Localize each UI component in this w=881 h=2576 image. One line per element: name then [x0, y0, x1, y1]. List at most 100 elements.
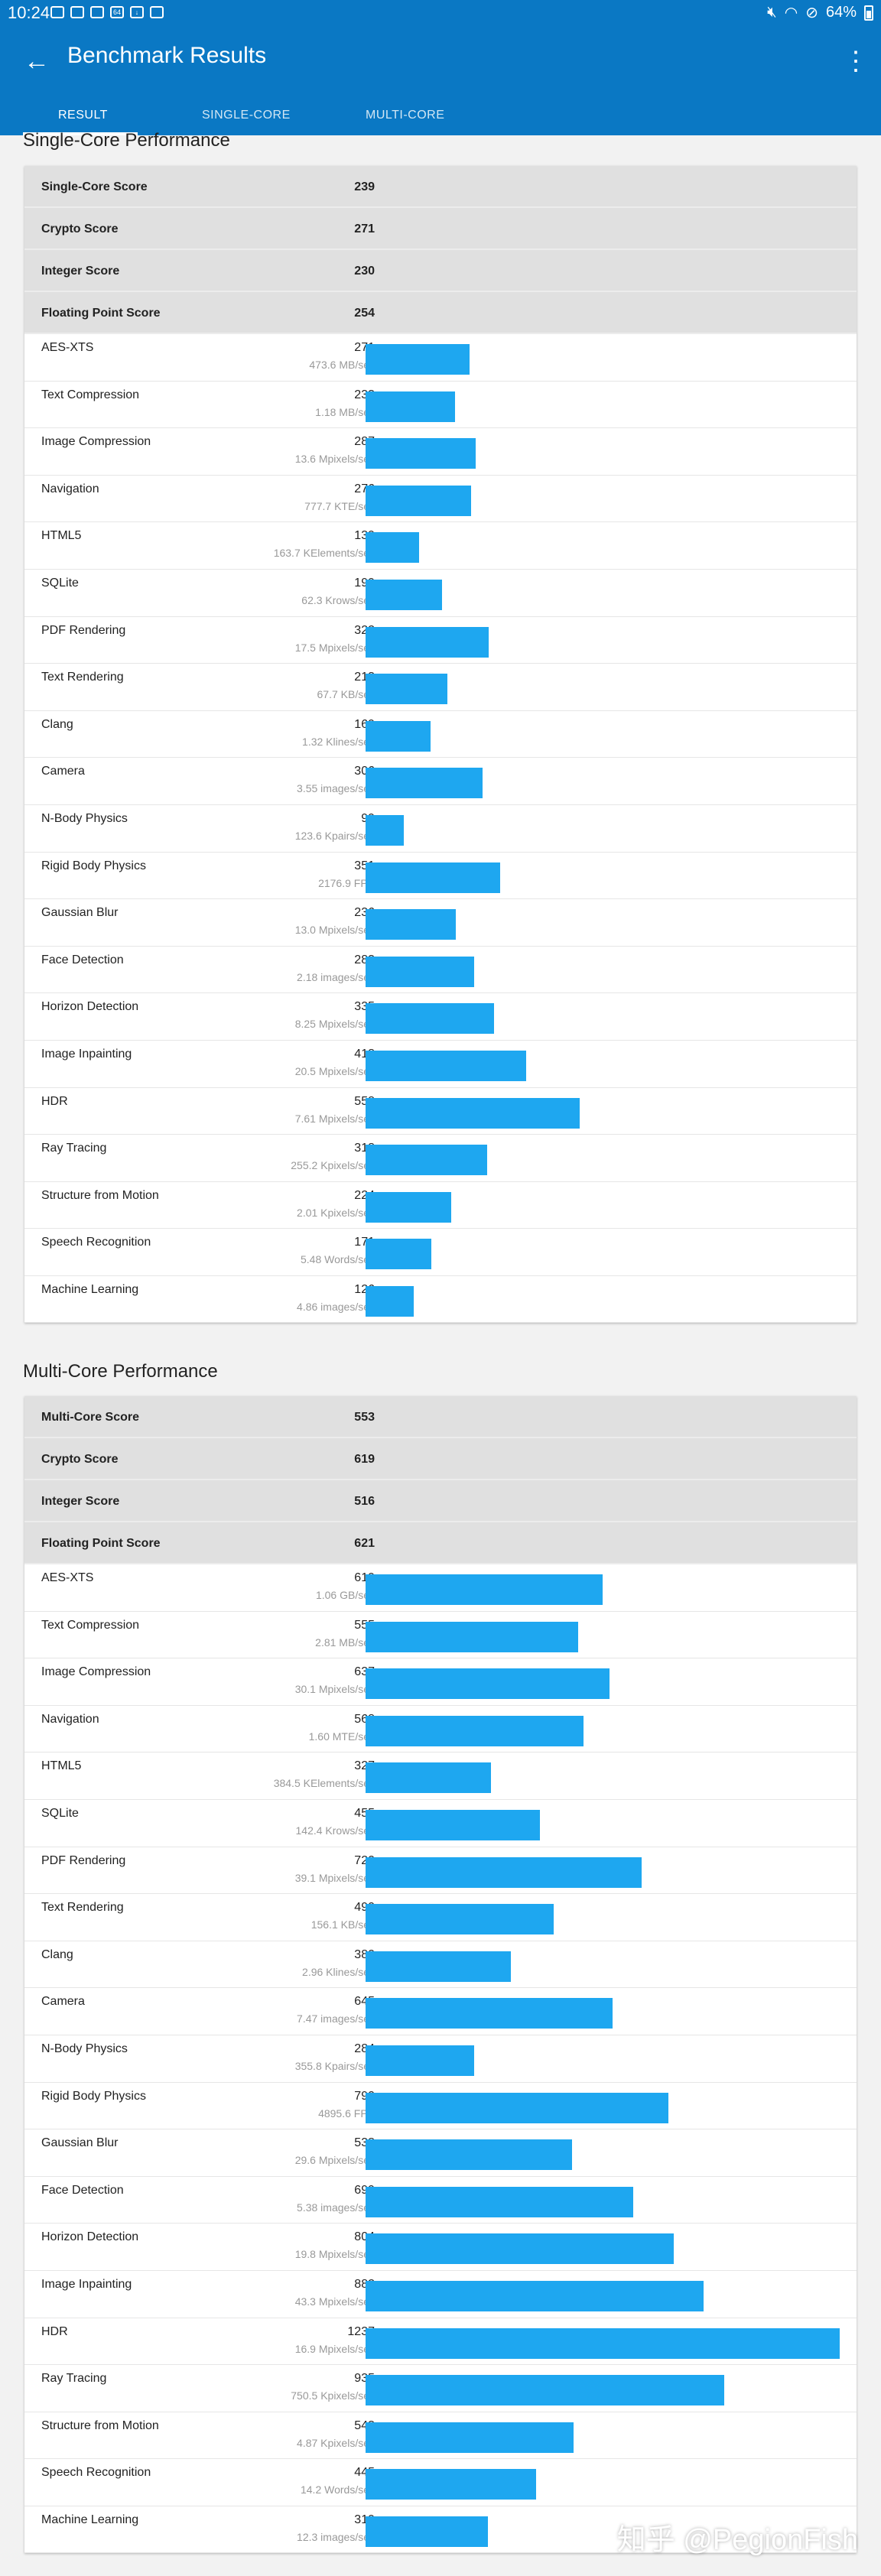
workload-row[interactable]: Machine Learning 319 12.3 images/sec	[24, 2506, 857, 2554]
workload-row[interactable]: Text Rendering 213 67.7 KB/sec	[24, 664, 857, 711]
workload-row[interactable]: Structure from Motion 543 4.87 Kpixels/sec	[24, 2412, 857, 2460]
workload-rate: 62.3 Krows/sec	[301, 593, 375, 606]
workload-row[interactable]: N-Body Physics99123.6 Kpairs/sec	[24, 805, 857, 853]
workload-row[interactable]: HTML5 327 384.5 KElements/sec	[24, 1753, 857, 1800]
workload-rate: 30.1 Mpixels/sec	[294, 1683, 375, 1696]
workload-row[interactable]: Gaussian Blur 538 29.6 Mpixels/sec	[24, 2129, 857, 2177]
workload-row[interactable]: Image Inpainting 882 43.3 Mpixels/sec	[24, 2271, 857, 2318]
workload-rate: 14.2 Words/sec	[300, 2483, 375, 2496]
back-arrow-icon[interactable]: ←	[24, 47, 50, 76]
workload-row[interactable]: Image Compression 287 13.6 Mpixels/sec	[24, 428, 857, 476]
workload-name: PDF Rendering	[41, 1853, 126, 1867]
workload-row[interactable]: Text Rendering 490 156.1 KB/sec	[24, 1894, 857, 1941]
workload-rate: 19.8 Mpixels/sec	[294, 2248, 375, 2261]
tab-multi-core[interactable]: MULTI-CORE	[366, 109, 445, 122]
multi-core-title: Multi-Core Performance	[23, 1361, 218, 1382]
workload-rate: 4895.6 FPS	[318, 2107, 375, 2120]
workload-row[interactable]: HTML5 139 163.7 KElements/sec	[24, 522, 857, 570]
workload-row[interactable]: Ray Tracing 318 255.2 Kpixels/sec	[24, 1135, 857, 1182]
workload-row[interactable]: Navigation 568 1.60 MTE/sec	[24, 1706, 857, 1753]
workload-rate: 20.5 Mpixels/sec	[294, 1064, 375, 1077]
more-vert-icon[interactable]: ⋮	[843, 47, 869, 76]
workload-row[interactable]: Ray Tracing 935 750.5 Kpixels/sec	[24, 2365, 857, 2412]
workload-row[interactable]: Navigation 276 777.7 KTE/sec	[24, 476, 857, 523]
workload-rate: 7.61 Mpixels/sec	[294, 1112, 375, 1125]
workload-row[interactable]: SQLite 199 62.3 Krows/sec	[24, 570, 857, 617]
score-value: 254	[354, 307, 375, 320]
workload-name: Face Detection	[41, 2183, 124, 2197]
workload-rate: 67.7 KB/sec	[317, 688, 375, 701]
score-bar	[366, 1809, 540, 1840]
workload-row[interactable]: Image Compression 637 30.1 Mpixels/sec	[24, 1658, 857, 1706]
score-label: Crypto Score	[41, 223, 119, 236]
score-bar	[366, 909, 456, 940]
workload-rate: 2.18 images/sec	[297, 970, 375, 983]
workload-row[interactable]: Horizon Detection 804 19.8 Mpixels/sec	[24, 2224, 857, 2271]
workload-row[interactable]: Text Compression 233 1.18 MB/sec	[24, 382, 857, 429]
workload-row[interactable]: Gaussian Blur 236 13.0 Mpixels/sec	[24, 899, 857, 947]
workload-row[interactable]: Horizon Detection 335 8.25 Mpixels/sec	[24, 993, 857, 1041]
workload-row[interactable]: SQLite 455 142.4 Krows/sec	[24, 1800, 857, 1847]
score-value: 230	[354, 265, 375, 278]
workload-row[interactable]: PDF Rendering 720 39.1 Mpixels/sec	[24, 1847, 857, 1895]
workload-name: Gaussian Blur	[41, 906, 119, 920]
workload-row[interactable]: AES-XTS 619 1.06 GB/sec	[24, 1564, 857, 1612]
sim-icon	[50, 6, 64, 18]
workload-rate: 4.87 Kpixels/sec	[297, 2436, 375, 2449]
workload-row[interactable]: Speech Recognition 171 5.48 Words/sec	[24, 1229, 857, 1276]
hd-icon	[150, 6, 164, 18]
workload-row[interactable]: Machine Learning 126 4.86 images/sec	[24, 1276, 857, 1324]
score-bar	[366, 1145, 487, 1176]
tab-single-core[interactable]: SINGLE-CORE	[202, 109, 291, 122]
workload-row[interactable]: Text Compression 555 2.81 MB/sec	[24, 1612, 857, 1659]
battery-percent: 64%	[825, 4, 857, 21]
workload-name: SQLite	[41, 1806, 79, 1820]
score-value: 271	[354, 223, 375, 236]
score-bar	[366, 2280, 704, 2311]
score-row: Crypto Score 619	[24, 1438, 857, 1480]
workload-row[interactable]: AES-XTS 271 473.6 MB/sec	[24, 334, 857, 382]
workload-row[interactable]: N-Body Physics 284 355.8 Kpairs/sec	[24, 2035, 857, 2083]
workload-row[interactable]: Clang 169 1.32 Klines/sec	[24, 711, 857, 759]
score-bar	[366, 1574, 603, 1605]
workload-name: Ray Tracing	[41, 2372, 107, 2386]
workload-row[interactable]: Camera 645 7.47 images/sec	[24, 1988, 857, 2035]
workload-name: Machine Learning	[41, 2513, 139, 2526]
workload-rate: 29.6 Mpixels/sec	[294, 2154, 375, 2167]
workload-row[interactable]: Face Detection 699 5.38 images/sec	[24, 2177, 857, 2224]
workload-rate: 156.1 KB/sec	[310, 1918, 375, 1931]
download-icon: ↓	[130, 6, 144, 18]
wifi-icon: ◠	[784, 5, 798, 21]
status-right: 🔇︎ ◠ ⊘ 64%	[767, 3, 873, 22]
workload-row[interactable]: HDR 558 7.61 Mpixels/sec	[24, 1088, 857, 1135]
score-label: Multi-Core Score	[41, 1411, 140, 1424]
workload-row[interactable]: Face Detection 283 2.18 images/sec	[24, 947, 857, 994]
workload-rate: 7.47 images/sec	[297, 2012, 375, 2025]
workload-row[interactable]: PDF Rendering 322 17.5 Mpixels/sec	[24, 617, 857, 664]
score-bar	[366, 2375, 724, 2406]
workload-row[interactable]: Rigid Body Physics 790 4895.6 FPS	[24, 2083, 857, 2130]
workload-name: Text Compression	[41, 1618, 140, 1632]
workload-row[interactable]: HDR 1237 16.9 Mpixels/sec	[24, 2318, 857, 2366]
workload-rate: 750.5 Kpixels/sec	[291, 2389, 375, 2402]
score-bar	[366, 485, 471, 516]
score-bar	[366, 344, 470, 375]
workload-row[interactable]: Speech Recognition 445 14.2 Words/sec	[24, 2459, 857, 2506]
score-label: Single-Core Score	[41, 180, 148, 193]
score-bar	[366, 1762, 491, 1794]
workload-row[interactable]: Image Inpainting 418 20.5 Mpixels/sec	[24, 1041, 857, 1088]
workload-name: Text Rendering	[41, 671, 124, 684]
workload-name: Machine Learning	[41, 1282, 139, 1296]
tab-result[interactable]: RESULT	[58, 109, 108, 122]
workload-row[interactable]: Camera 306 3.55 images/sec	[24, 758, 857, 805]
workload-row[interactable]: Clang 380 2.96 Klines/sec	[24, 1941, 857, 1989]
score-row: Single-Core Score 239	[24, 166, 857, 208]
workload-rate: 384.5 KElements/sec	[273, 1777, 375, 1790]
workload-row[interactable]: Structure from Motion 224 2.01 Kpixels/sec	[24, 1182, 857, 1230]
workload-rate: 142.4 Krows/sec	[295, 1824, 375, 1837]
score-row: Crypto Score 271	[24, 208, 857, 250]
workload-row[interactable]: Rigid Body Physics 351 2176.9 FPS	[24, 853, 857, 900]
score-bar	[366, 2045, 474, 2076]
workload-rate: 355.8 Kpairs/sec	[294, 2059, 375, 2072]
score-bar	[366, 1097, 580, 1129]
